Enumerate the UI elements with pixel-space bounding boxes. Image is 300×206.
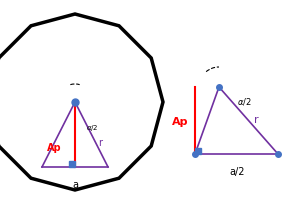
Bar	[69, 161, 75, 167]
Text: $\alpha$/2: $\alpha$/2	[237, 96, 251, 107]
Text: Ap: Ap	[172, 116, 188, 126]
Text: $\alpha$/2: $\alpha$/2	[86, 122, 98, 132]
Polygon shape	[0, 15, 163, 190]
Text: r: r	[254, 115, 258, 124]
Text: a: a	[72, 179, 78, 189]
Bar	[195, 148, 201, 154]
Text: r: r	[98, 137, 102, 147]
Text: Ap: Ap	[47, 142, 61, 152]
Text: a/2: a/2	[229, 166, 245, 176]
